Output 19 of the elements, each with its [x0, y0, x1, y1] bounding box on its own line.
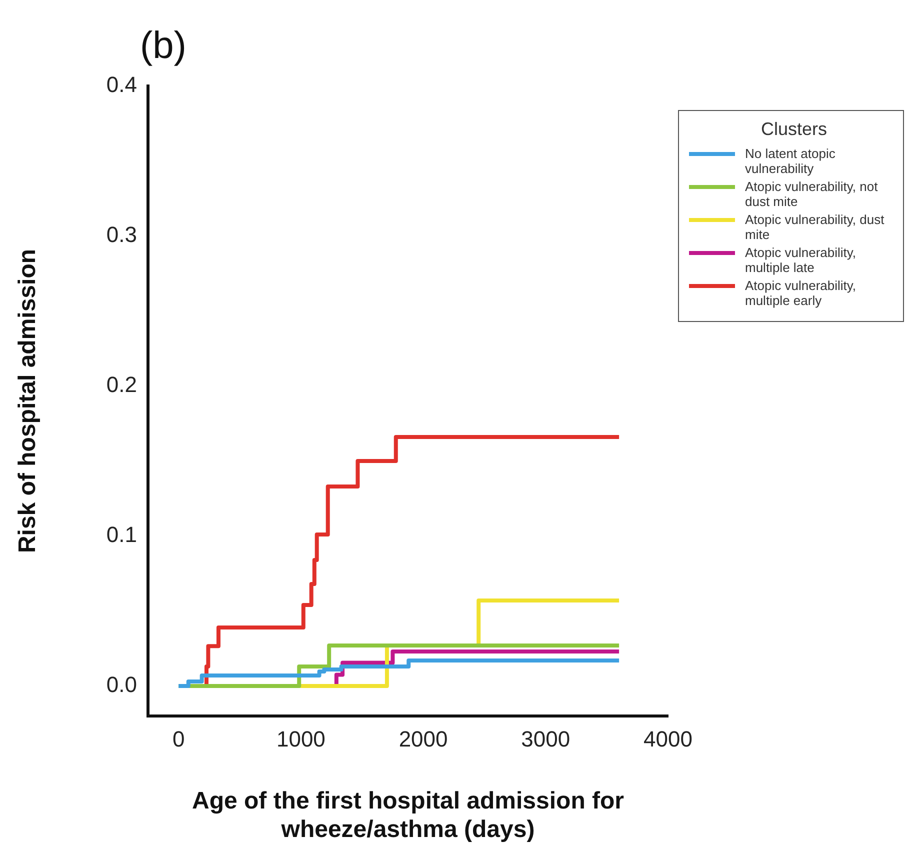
x-tick-label: 1000 — [276, 726, 326, 752]
chart-title: (b) — [140, 25, 186, 67]
y-tick-label: 0.3 — [106, 222, 137, 248]
x-tick-label: 3000 — [521, 726, 570, 752]
legend-label: Atopic vulnerability, multiple late — [745, 245, 858, 275]
x-tick-label: 0 — [172, 726, 185, 752]
x-axis-title: Age of the first hospital admission for wheeze/asthma (days) — [192, 787, 624, 844]
y-tick-label: 0.2 — [106, 372, 137, 398]
x-tick-label: 4000 — [644, 726, 692, 752]
legend-label: No latent atopic vulnerability — [745, 146, 836, 176]
y-tick-label: 0.4 — [106, 72, 137, 98]
legend-title: Clusters — [760, 119, 828, 140]
legend-label: Atopic vulnerability, multiple early — [745, 278, 858, 308]
x-tick-label: 2000 — [398, 726, 448, 752]
y-axis-title: Risk of hospital admission — [14, 248, 42, 554]
y-tick-label: 0.0 — [106, 672, 137, 698]
legend-label: Atopic vulnerability, not dust mite — [745, 179, 879, 209]
y-tick-label: 0.1 — [106, 522, 137, 548]
legend-label: Atopic vulnerability, dust mite — [745, 212, 886, 242]
